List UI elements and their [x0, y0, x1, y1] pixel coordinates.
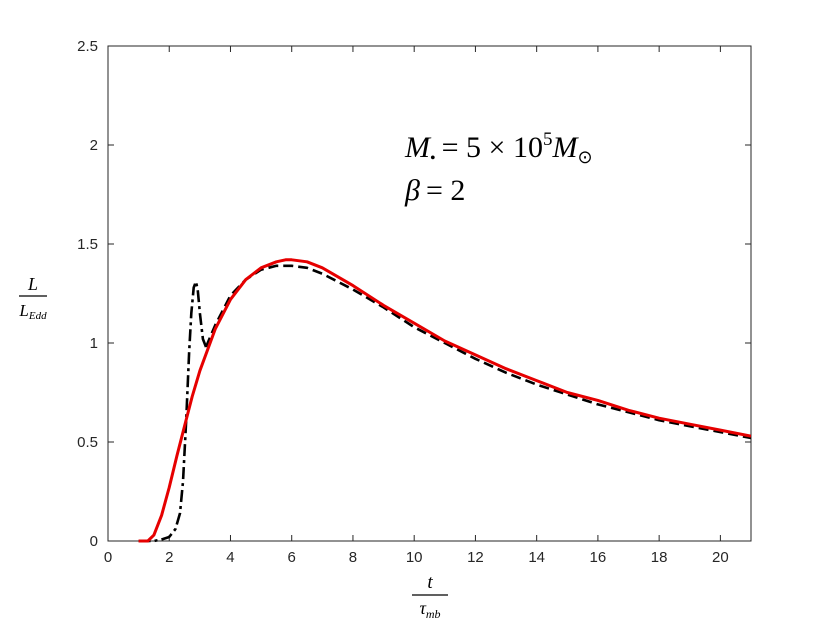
annotation-bullet: •	[430, 150, 436, 167]
x-tick-label: 14	[528, 549, 545, 566]
x-tick-label: 12	[467, 549, 484, 566]
x-tick-label: 20	[712, 549, 729, 566]
annotation-beta-value: = 2	[426, 174, 465, 207]
y-tick-label: 2.5	[77, 38, 98, 55]
annotation-line-1: M• = 5 × 105M⊙	[404, 129, 593, 167]
x-tick-label: 10	[406, 549, 423, 566]
x-axis-label: t τmb	[412, 572, 448, 621]
chart-marks: 0 2 4 6 8 10 12 14 16 18 20 0 0.5 1 1.5 2 2.5	[77, 38, 752, 566]
y-tick-label: 2	[90, 137, 98, 154]
x-tick-label: 8	[349, 549, 357, 566]
x-label-denominator-base: τ	[419, 598, 426, 618]
series-line-solid	[138, 258, 751, 543]
y-tick-label: 0.5	[77, 434, 98, 451]
annotation-sun-symbol: ⊙	[577, 147, 592, 167]
y-tick-label: 0	[90, 533, 98, 550]
x-label-denominator: τmb	[419, 598, 440, 621]
y-label-denominator-base: L	[18, 301, 28, 320]
annotation-mass-value: = 5 × 10	[442, 131, 543, 164]
x-tick-label: 6	[288, 549, 296, 566]
x-label-denominator-sub: mb	[426, 607, 441, 621]
x-label-numerator: t	[427, 572, 433, 593]
annotation-exponent: 5	[543, 129, 553, 150]
x-tick-label: 4	[226, 549, 234, 566]
annotation-mass-symbol: M	[404, 131, 432, 164]
annotation: M• = 5 × 105M⊙ β = 2	[404, 129, 593, 207]
y-tick-label: 1.5	[77, 236, 98, 253]
annotation-beta: β	[404, 174, 420, 207]
y-tick-label: 1	[90, 335, 98, 352]
y-label-denominator: LEdd	[18, 301, 47, 322]
x-tick-label: 18	[651, 549, 668, 566]
annotation-solar-mass: M	[551, 131, 579, 164]
y-label-numerator: L	[27, 274, 38, 294]
y-axis-label: L LEdd	[18, 274, 47, 322]
plot-area	[107, 45, 752, 542]
annotation-line-2: β = 2	[404, 174, 465, 207]
x-tick-label: 2	[165, 549, 173, 566]
x-tick-label: 16	[590, 549, 607, 566]
y-label-denominator-sub: Edd	[28, 310, 47, 322]
x-tick-label: 0	[104, 549, 112, 566]
series-line-dashdot	[138, 280, 208, 543]
